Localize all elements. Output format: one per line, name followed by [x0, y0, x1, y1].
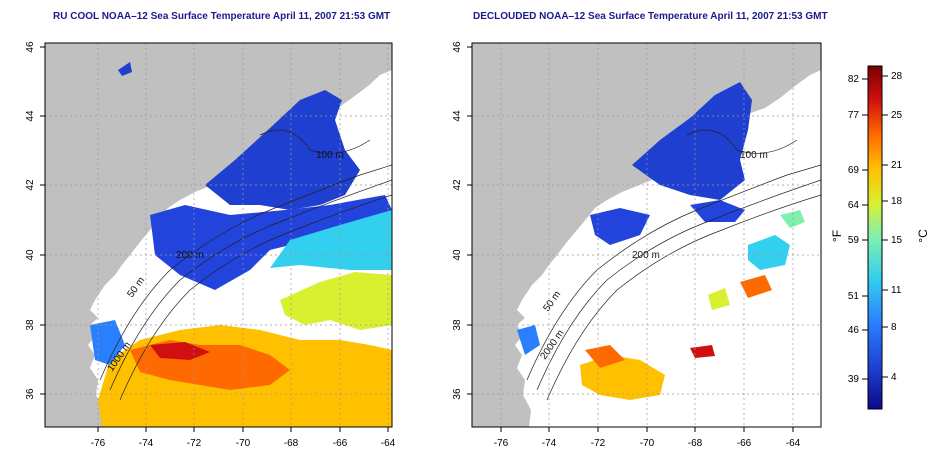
fahrenheit-tick: 77: [848, 110, 860, 121]
fahrenheit-tick: 39: [848, 374, 860, 385]
fahrenheit-tick: 69: [848, 165, 860, 176]
right-sst-gulf-of-maine: [632, 82, 752, 200]
left-land-mass: [45, 43, 392, 427]
right-x-tick: -68: [688, 438, 703, 449]
right-x-tick: -76: [494, 438, 509, 449]
right-y-tick: 44: [452, 110, 463, 122]
right-y-tick: 40: [452, 249, 463, 261]
celsius-tick: 11: [891, 285, 902, 296]
colorbar-gradient: [867, 65, 883, 410]
left-x-tick: -66: [333, 438, 348, 449]
left-contour-label-50: 50 m: [125, 275, 147, 300]
right-y-tick: 46: [452, 41, 463, 53]
colorbar-fahrenheit-ticks: 82 77 69 64 59 51 46 39: [848, 74, 860, 385]
left-y-tick: 44: [25, 110, 36, 122]
left-x-tick: -64: [381, 438, 396, 449]
left-contour-label-200: 200 m: [176, 250, 204, 261]
right-contour-label-200: 200 m: [632, 250, 660, 261]
right-sst-shelf-patch: [590, 208, 650, 245]
right-sst-shelf-patch-2: [690, 200, 745, 222]
left-x-tick-labels: -76 -74 -72 -70 -68 -66 -64: [91, 438, 396, 449]
right-y-tick: 38: [452, 319, 463, 331]
right-x-tick: -66: [737, 438, 752, 449]
right-gridlines: [472, 43, 821, 427]
colorbar-ticks: [862, 75, 888, 380]
left-x-tick: -70: [236, 438, 251, 449]
celsius-tick: 21: [891, 160, 903, 171]
right-map-content: 100 m 200 m 50 m 2000 m: [472, 43, 821, 427]
left-x-tick: -74: [139, 438, 154, 449]
right-y-tick: 42: [452, 179, 463, 191]
right-sst-yellow-patch: [708, 288, 730, 310]
right-sst-gulf-stream: [580, 355, 665, 400]
right-y-tick: 36: [452, 388, 463, 400]
right-y-tick-labels: 36 38 40 42 44 46: [452, 41, 463, 400]
left-map-panel: 100 m 200 m 50 m 1000 m: [25, 41, 396, 449]
left-contour-label-100: 100 m: [316, 150, 344, 161]
left-sst-gulf-of-maine: [205, 90, 360, 210]
left-x-tick: -76: [91, 438, 106, 449]
left-sst-red-streak: [150, 342, 210, 360]
fahrenheit-tick: 46: [848, 325, 860, 336]
colorbar-fahrenheit-label: °F: [830, 230, 844, 242]
left-sst-warm-eddy: [280, 272, 392, 330]
left-map-frame: [44, 42, 393, 428]
left-y-tick: 46: [25, 41, 36, 53]
right-sst-orange-patch: [740, 275, 772, 298]
right-land-mass: [472, 43, 821, 427]
fahrenheit-tick: 51: [848, 291, 860, 302]
left-panel-title: RU COOL NOAA–12 Sea Surface Temperature …: [53, 11, 391, 22]
left-bathymetry-contours: [99, 129, 392, 401]
left-y-tick: 42: [25, 179, 36, 191]
left-y-tick: 40: [25, 249, 36, 261]
left-y-tick: 36: [25, 388, 36, 400]
right-x-tick-labels: -76 -74 -72 -70 -68 -66 -64: [494, 438, 801, 449]
celsius-tick: 25: [891, 110, 903, 121]
left-map-content: 100 m 200 m 50 m 1000 m: [45, 43, 392, 427]
celsius-tick: 18: [891, 196, 903, 207]
right-x-tick: -64: [786, 438, 801, 449]
right-panel-title: DECLOUDED NOAA–12 Sea Surface Temperatur…: [473, 11, 828, 22]
right-sst-hot-core: [585, 345, 625, 368]
fahrenheit-tick: 82: [848, 74, 860, 85]
right-sst-coastal: [517, 325, 540, 355]
left-gridlines: [45, 43, 392, 427]
celsius-tick: 15: [891, 235, 903, 246]
celsius-tick: 4: [891, 372, 897, 383]
left-sst-isolated-patch: [118, 62, 132, 76]
left-sst-coastal-blue: [90, 320, 125, 365]
right-axis-ticks: [467, 46, 794, 432]
right-sst-offshore-green: [748, 235, 790, 270]
fahrenheit-tick: 64: [848, 200, 860, 211]
right-map-panel: 100 m 200 m 50 m 2000 m: [452, 41, 822, 449]
celsius-tick: 28: [891, 71, 903, 82]
right-contour-label-100: 100 m: [740, 150, 768, 161]
left-sst-shelf: [150, 195, 392, 290]
temperature-colorbar: 82 77 69 64 59 51 46 39 28 25 21 18 15 1…: [830, 65, 930, 410]
right-x-tick: -72: [591, 438, 606, 449]
fahrenheit-tick: 59: [848, 235, 860, 246]
left-y-tick: 38: [25, 319, 36, 331]
right-x-tick: -74: [542, 438, 557, 449]
left-x-tick: -72: [187, 438, 202, 449]
left-axis-ticks: [40, 46, 389, 432]
celsius-tick: 8: [891, 322, 897, 333]
right-sst-red-spot: [690, 345, 715, 358]
right-contour-label-50: 50 m: [541, 289, 563, 314]
left-y-tick-labels: 36 38 40 42 44 46: [25, 41, 36, 400]
left-x-tick: -68: [284, 438, 299, 449]
right-x-tick: -70: [640, 438, 655, 449]
right-bathymetry-contours: [526, 129, 821, 401]
colorbar-celsius-label: °C: [916, 229, 930, 243]
colorbar-celsius-ticks: 28 25 21 18 15 11 8 4: [891, 71, 903, 383]
right-sst-offshore-green-2: [780, 210, 805, 228]
